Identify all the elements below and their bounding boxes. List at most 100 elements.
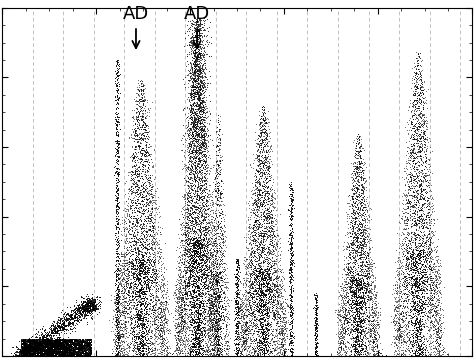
Point [420, 321, 428, 327]
Point [286, 262, 294, 268]
Point [241, 330, 248, 336]
Point [85, 340, 92, 346]
Point [114, 288, 121, 294]
Point [244, 325, 252, 331]
Point [414, 204, 421, 210]
Point [191, 78, 199, 83]
Point [132, 314, 140, 320]
Point [84, 309, 92, 314]
Point [48, 328, 56, 334]
Point [256, 180, 264, 185]
Point [189, 277, 197, 283]
Point [217, 248, 224, 254]
Point [194, 26, 202, 32]
Point [195, 80, 202, 86]
Point [201, 139, 209, 145]
Point [120, 339, 128, 345]
Point [66, 351, 74, 357]
Point [414, 100, 421, 106]
Point [54, 337, 61, 342]
Point [193, 67, 201, 73]
Point [185, 176, 192, 182]
Point [356, 241, 364, 247]
Point [135, 334, 142, 339]
Point [439, 346, 447, 352]
Point [66, 351, 73, 357]
Point [272, 288, 280, 294]
Point [426, 324, 434, 330]
Point [194, 265, 201, 271]
Point [200, 348, 208, 354]
Point [66, 338, 73, 344]
Point [51, 342, 59, 347]
Point [28, 351, 36, 357]
Point [387, 319, 395, 325]
Point [188, 33, 196, 39]
Point [210, 165, 217, 170]
Point [411, 320, 419, 326]
Point [410, 282, 418, 288]
Point [233, 267, 241, 273]
Point [139, 348, 146, 353]
Point [410, 281, 418, 287]
Point [181, 153, 188, 159]
Point [143, 270, 151, 276]
Point [250, 266, 258, 271]
Point [196, 56, 203, 62]
Point [65, 345, 73, 351]
Point [190, 159, 198, 165]
Point [73, 309, 81, 315]
Point [129, 289, 137, 295]
Point [115, 287, 123, 293]
Point [254, 194, 262, 200]
Point [287, 214, 294, 220]
Point [409, 143, 416, 149]
Point [181, 290, 188, 296]
Point [265, 271, 273, 277]
Point [113, 307, 121, 313]
Point [81, 310, 89, 315]
Point [140, 352, 148, 357]
Point [70, 351, 78, 357]
Point [266, 248, 274, 253]
Point [218, 228, 225, 233]
Point [125, 332, 133, 338]
Point [360, 227, 368, 233]
Point [72, 311, 80, 316]
Point [19, 350, 27, 356]
Point [122, 308, 129, 314]
Point [404, 198, 411, 204]
Point [27, 341, 34, 347]
Point [364, 253, 371, 259]
Point [132, 172, 139, 178]
Point [191, 91, 199, 96]
Point [216, 289, 224, 295]
Point [66, 349, 74, 355]
Point [285, 347, 292, 352]
Point [268, 161, 276, 167]
Point [116, 314, 124, 319]
Point [343, 320, 351, 326]
Point [19, 349, 27, 355]
Point [84, 352, 91, 358]
Point [261, 314, 268, 320]
Point [20, 344, 28, 349]
Point [398, 311, 405, 317]
Point [258, 308, 265, 314]
Point [21, 341, 29, 347]
Point [177, 294, 184, 300]
Point [253, 190, 261, 195]
Point [206, 317, 214, 323]
Point [182, 220, 190, 226]
Point [181, 282, 188, 288]
Point [216, 139, 223, 145]
Point [60, 340, 67, 345]
Point [416, 351, 423, 357]
Point [419, 130, 426, 136]
Point [33, 349, 41, 355]
Point [422, 123, 430, 129]
Point [207, 273, 215, 279]
Point [195, 347, 203, 353]
Point [183, 248, 191, 254]
Point [422, 219, 430, 225]
